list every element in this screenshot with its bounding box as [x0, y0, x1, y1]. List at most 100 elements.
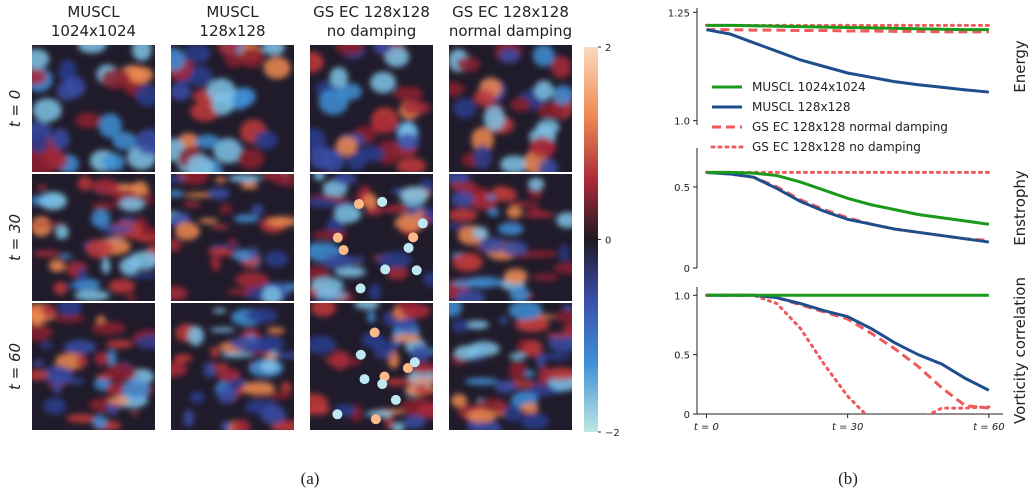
vortex: [536, 119, 560, 135]
vortex: [384, 378, 407, 386]
vortex: [359, 374, 370, 385]
vortex: [333, 204, 362, 224]
vortex: [520, 402, 539, 414]
vortex: [210, 254, 221, 271]
vortex: [174, 354, 194, 362]
legend-label: GS EC 128x128 no damping: [752, 140, 921, 154]
vortex: [520, 412, 550, 430]
vortex: [409, 357, 420, 368]
vortex: [392, 334, 422, 343]
vortex: [261, 45, 286, 56]
vortex: [55, 224, 69, 240]
vortex: [403, 242, 414, 253]
colorbar: [584, 47, 598, 432]
colorbar-tick-label: 2: [605, 43, 611, 54]
vortex: [78, 183, 87, 188]
vorticity-image: [171, 45, 294, 172]
vortex: [401, 100, 431, 116]
vortex: [260, 359, 279, 373]
vortex: [350, 357, 361, 367]
vortex: [144, 191, 153, 206]
vortex: [32, 360, 45, 367]
x-tick-label: t = 60: [973, 422, 1004, 433]
vortex: [273, 174, 294, 187]
vortex: [104, 190, 137, 198]
vortex: [322, 253, 354, 270]
vortex: [473, 144, 493, 170]
vortex: [107, 397, 130, 405]
vortex: [338, 244, 349, 255]
vortex: [171, 361, 188, 378]
legend-label: GS EC 128x128 normal damping: [752, 120, 948, 134]
vortex: [466, 409, 497, 423]
vortex: [514, 317, 551, 333]
plot-area: [704, 170, 991, 244]
vortex: [241, 381, 276, 396]
vortex: [394, 214, 426, 232]
vortex: [57, 303, 82, 317]
vortex: [94, 351, 109, 366]
vortex: [183, 409, 195, 427]
vortex: [465, 320, 490, 330]
vortex: [310, 51, 324, 73]
vortex: [454, 289, 486, 301]
vortex: [59, 253, 72, 259]
vortex: [392, 316, 417, 331]
vortex: [385, 415, 394, 429]
vortex: [267, 392, 292, 399]
vortex: [534, 80, 554, 101]
vortex: [261, 336, 285, 352]
vortex: [186, 154, 214, 172]
y-tick-label: 1.25: [668, 8, 690, 19]
vortex: [538, 158, 558, 172]
vortex: [105, 339, 134, 349]
plot-area: [704, 293, 991, 414]
vortex: [318, 88, 349, 115]
vortex: [376, 139, 401, 165]
vortex: [215, 368, 241, 381]
vortex: [43, 397, 67, 415]
line: [706, 170, 989, 242]
legend-label: MUSCL 128x128: [752, 100, 851, 114]
vortex: [529, 201, 539, 215]
line: [706, 293, 990, 392]
vortex: [466, 276, 502, 288]
vortex: [456, 56, 481, 72]
vortex: [423, 272, 433, 287]
vortex: [313, 174, 326, 181]
vortex: [100, 224, 133, 234]
vortex: [509, 285, 530, 301]
plot-area: [704, 23, 991, 94]
vortex: [548, 333, 572, 353]
vortex: [397, 133, 420, 150]
vortex: [48, 259, 66, 273]
vortex: [491, 186, 511, 195]
vortex: [562, 304, 572, 311]
vortex: [449, 81, 465, 97]
vortex: [234, 272, 269, 288]
blobs: [171, 174, 294, 301]
vortex: [66, 413, 97, 423]
vortex: [354, 303, 380, 310]
y-tick-label: 1.0: [674, 117, 690, 128]
vortex: [231, 419, 251, 430]
vortex: [220, 352, 254, 358]
vortex: [415, 383, 429, 396]
vortex: [370, 117, 396, 134]
vortex: [136, 334, 155, 350]
blobs: [310, 174, 433, 301]
blobs: [310, 303, 433, 430]
column-title: no damping: [327, 22, 417, 40]
vorticity-image: [449, 174, 572, 301]
blobs: [449, 45, 572, 172]
column-title: 1024x1024: [51, 22, 136, 40]
vortex: [553, 262, 572, 274]
vortex: [537, 102, 567, 119]
vortex: [335, 45, 365, 56]
vorticity-image: [449, 45, 572, 172]
row-label: t = 30: [6, 214, 24, 261]
vortex: [240, 47, 264, 69]
vortex: [368, 283, 382, 300]
vortex: [377, 196, 388, 207]
vortex: [556, 212, 572, 229]
